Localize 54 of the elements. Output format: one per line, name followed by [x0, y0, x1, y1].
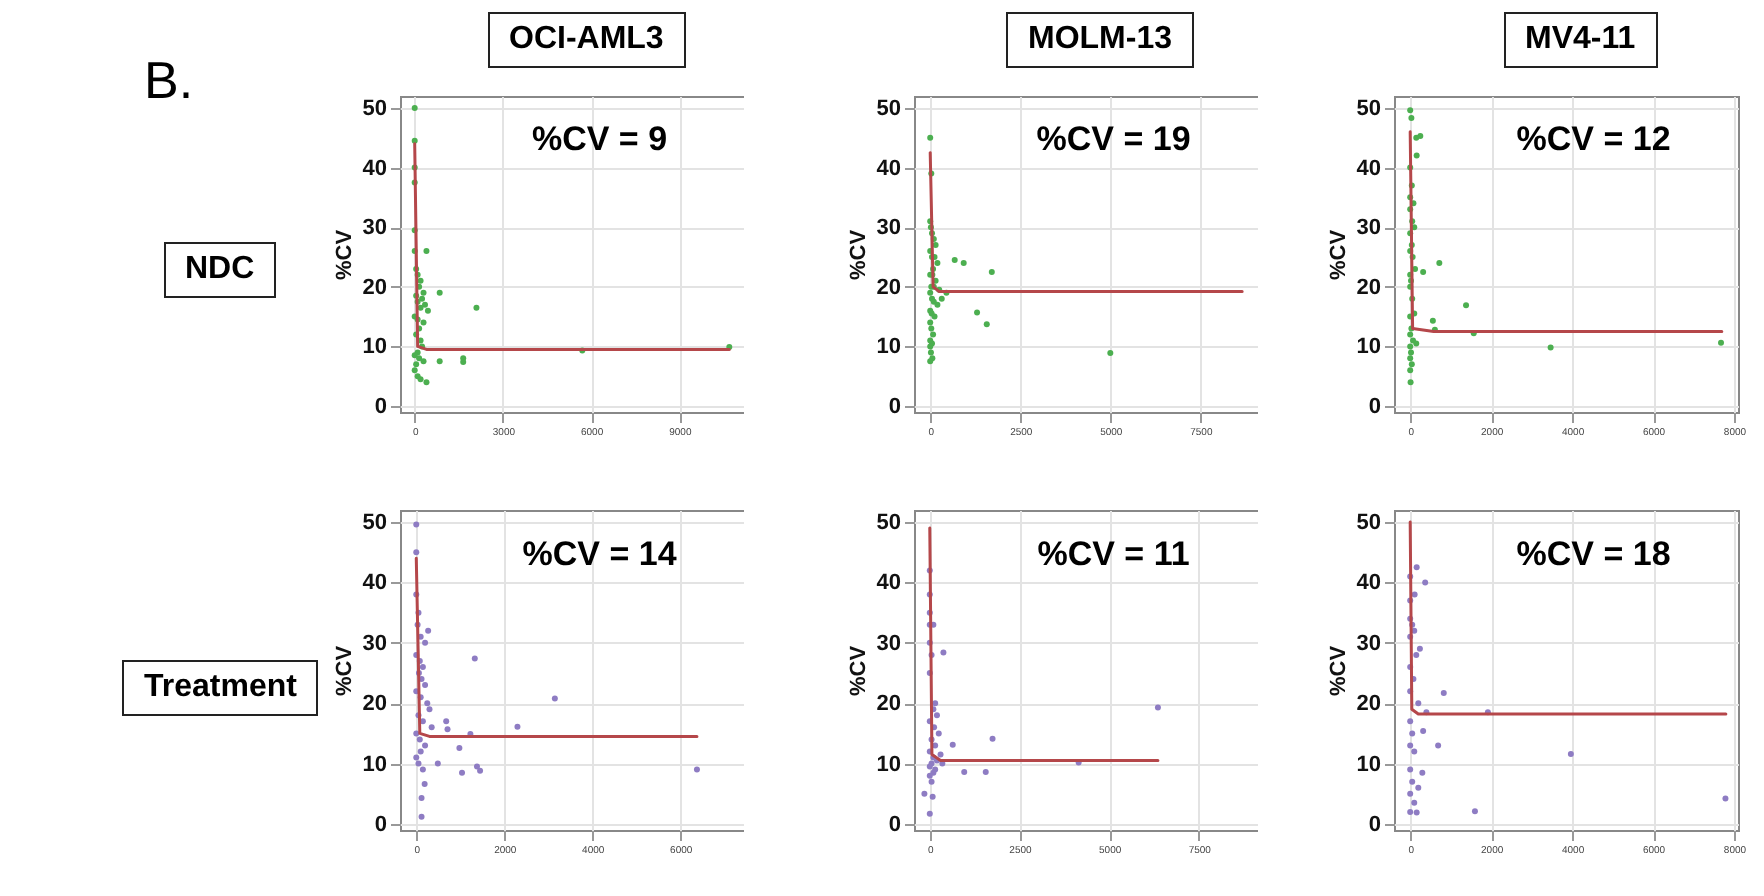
annotation: %CV = 18: [1516, 534, 1671, 573]
y-axis-title: %CV: [846, 644, 871, 697]
y-tick-label: 50: [362, 511, 387, 536]
y-tick-label: 40: [362, 571, 387, 596]
y-tick-label: 40: [876, 571, 901, 596]
y-tick-label: 20: [362, 275, 387, 300]
y-tick-label: 50: [1356, 511, 1381, 536]
y-tick-label: 30: [876, 631, 901, 656]
y-tick-label: 40: [1356, 156, 1381, 181]
y-tick-label: 50: [876, 511, 901, 536]
y-tick-label: 20: [876, 692, 901, 717]
y-tick-label: 40: [362, 156, 387, 181]
y-tick-label: 10: [1356, 752, 1381, 777]
y-tick-label: 10: [362, 335, 387, 360]
text: Treatment: [122, 660, 319, 716]
y-tick-label: 0: [374, 395, 387, 420]
annotation: %CV = 19: [1036, 120, 1191, 159]
y-tick-label: 10: [876, 335, 901, 360]
y-tick-label: 30: [876, 216, 901, 241]
annotation: %CV = 11: [1037, 534, 1190, 573]
chart-title: MOLM-13: [1006, 12, 1194, 68]
y-axis-title: %CV: [846, 228, 871, 281]
y-tick-label: 50: [876, 96, 901, 121]
y-tick-label: 0: [374, 812, 387, 837]
y-tick-label: 50: [362, 96, 387, 121]
y-axis-title: %CV: [332, 644, 357, 697]
y-tick-label: 20: [876, 275, 901, 300]
y-axis-title: %CV: [1326, 644, 1351, 697]
y-tick-label: 30: [362, 631, 387, 656]
y-tick-label: 30: [1356, 216, 1381, 241]
text: NDC: [163, 242, 277, 298]
y-axis-title: %CV: [1326, 228, 1351, 281]
y-tick-label: 50: [1356, 96, 1381, 121]
chart-title: MV4-11: [1503, 12, 1658, 68]
y-tick-label: 0: [1368, 812, 1381, 837]
chart-title: OCI-AML3: [487, 12, 686, 68]
y-tick-label: 20: [1356, 275, 1381, 300]
y-tick-label: 30: [1356, 631, 1381, 656]
y-tick-label: 40: [876, 156, 901, 181]
y-axis-title: %CV: [332, 228, 357, 281]
y-tick-label: 0: [888, 812, 901, 837]
y-tick-label: 10: [876, 752, 901, 777]
annotation: %CV = 12: [1516, 120, 1671, 159]
y-tick-label: 10: [1356, 335, 1381, 360]
annotation: %CV = 9: [531, 120, 668, 159]
y-tick-label: 0: [1368, 395, 1381, 420]
annotation: %CV = 14: [522, 534, 678, 573]
y-tick-label: 20: [1356, 692, 1381, 717]
y-tick-label: 10: [362, 752, 387, 777]
y-tick-label: 20: [362, 692, 387, 717]
y-tick-label: 40: [1356, 571, 1381, 596]
y-tick-label: 0: [888, 395, 901, 420]
y-tick-label: 30: [362, 216, 387, 241]
text: B.: [144, 50, 194, 112]
